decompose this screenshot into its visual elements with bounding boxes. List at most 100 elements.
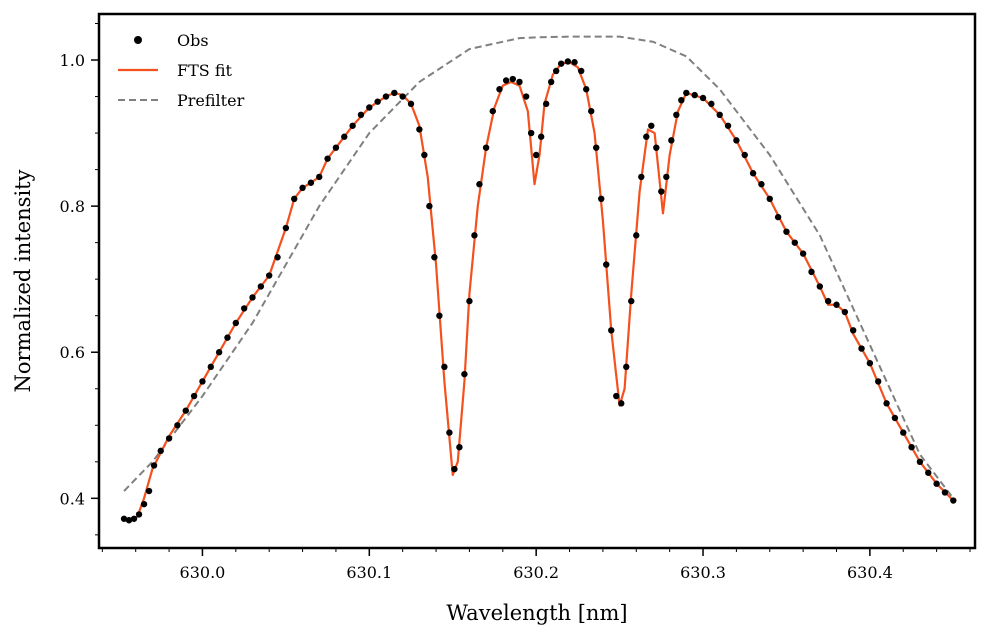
x-axis-label: Wavelength [nm] bbox=[446, 601, 627, 625]
obs-point bbox=[441, 363, 448, 371]
obs-point bbox=[265, 272, 273, 279]
obs-point bbox=[207, 363, 214, 371]
obs-point bbox=[783, 228, 790, 235]
obs-point bbox=[357, 111, 365, 119]
obs-point bbox=[583, 86, 590, 93]
obs-point bbox=[324, 155, 331, 162]
obs-point bbox=[299, 184, 306, 192]
obs-point bbox=[653, 144, 660, 151]
y-tick-label: 0.8 bbox=[60, 197, 85, 216]
obs-point bbox=[476, 181, 483, 188]
y-tick-label: 0.4 bbox=[60, 489, 85, 508]
obs-point bbox=[816, 283, 824, 290]
obs-point bbox=[391, 89, 398, 97]
obs-point bbox=[578, 67, 585, 75]
obs-point bbox=[509, 75, 517, 83]
obs-point bbox=[190, 392, 198, 400]
obs-point bbox=[257, 283, 265, 290]
obs-point bbox=[925, 469, 932, 476]
obs-point bbox=[332, 144, 340, 151]
obs-point bbox=[858, 345, 865, 352]
obs-point bbox=[673, 111, 680, 119]
obs-point bbox=[482, 144, 490, 151]
obs-point bbox=[791, 239, 798, 246]
series-layer bbox=[120, 35, 957, 524]
obs-point bbox=[643, 133, 650, 140]
obs-point bbox=[564, 58, 572, 65]
obs-point bbox=[588, 107, 595, 115]
obs-point bbox=[668, 137, 675, 144]
obs-point bbox=[366, 104, 373, 111]
obs-point bbox=[699, 94, 707, 102]
obs-point bbox=[461, 370, 468, 378]
obs-point bbox=[249, 294, 256, 301]
obs-point bbox=[341, 133, 348, 140]
obs-point bbox=[542, 100, 550, 108]
obs-point bbox=[733, 137, 740, 144]
obs-point bbox=[199, 378, 206, 385]
obs-point bbox=[451, 465, 458, 473]
obs-point bbox=[240, 305, 248, 312]
obs-point bbox=[648, 122, 655, 129]
obs-point bbox=[374, 98, 381, 105]
obs-point bbox=[866, 359, 874, 367]
obs-point bbox=[489, 107, 496, 115]
obs-point bbox=[808, 268, 815, 276]
obs-point bbox=[571, 59, 578, 66]
obs-point bbox=[613, 392, 620, 400]
legend-obs-label: Obs bbox=[177, 31, 209, 50]
x-tick-label: 630.2 bbox=[513, 563, 559, 582]
obs-point bbox=[623, 363, 630, 371]
obs-point bbox=[941, 489, 949, 496]
obs-point bbox=[140, 500, 148, 508]
obs-point bbox=[708, 100, 715, 108]
obs-point bbox=[316, 173, 323, 181]
obs-point bbox=[916, 458, 924, 466]
obs-point bbox=[593, 144, 600, 151]
y-tick-label: 0.6 bbox=[60, 343, 85, 362]
obs-point bbox=[466, 297, 473, 305]
obs-point bbox=[724, 122, 732, 129]
obs-point bbox=[120, 515, 128, 522]
obs-point bbox=[658, 188, 665, 195]
obs-point bbox=[502, 77, 510, 84]
legend-prefilter-label: Prefilter bbox=[177, 91, 245, 110]
prefilter-line bbox=[123, 35, 955, 499]
obs-point bbox=[716, 111, 723, 119]
obs-point bbox=[766, 195, 773, 203]
obs-point bbox=[608, 327, 615, 334]
obs-point bbox=[900, 429, 907, 436]
obs-point bbox=[663, 173, 670, 181]
obs-point bbox=[758, 181, 765, 188]
obs-point bbox=[471, 232, 478, 239]
obs-point bbox=[638, 173, 645, 181]
legend: Obs FTS fit Prefilter bbox=[118, 31, 245, 110]
obs-point bbox=[496, 86, 503, 93]
x-tick-label: 630.4 bbox=[847, 563, 893, 582]
obs-point bbox=[891, 414, 899, 422]
obs-point bbox=[633, 232, 640, 239]
obs-point bbox=[291, 195, 298, 203]
obs-point bbox=[307, 179, 315, 186]
obs-point bbox=[841, 308, 849, 316]
obs-point bbox=[875, 378, 882, 385]
obs-point bbox=[274, 254, 281, 261]
obs-point bbox=[749, 170, 757, 177]
legend-obs-marker bbox=[134, 36, 142, 44]
obs-point bbox=[598, 195, 605, 203]
obs-point bbox=[456, 443, 463, 451]
obs-point bbox=[436, 312, 443, 319]
obs-point bbox=[174, 422, 181, 429]
x-tick-label: 630.0 bbox=[180, 563, 226, 582]
obs-point bbox=[522, 93, 530, 100]
ticks bbox=[91, 22, 971, 556]
obs-point bbox=[165, 435, 173, 442]
obs-point bbox=[282, 224, 290, 232]
y-tick-label: 1.0 bbox=[60, 51, 85, 70]
obs-point bbox=[527, 129, 535, 137]
obs-point bbox=[349, 122, 356, 129]
obs-point bbox=[215, 349, 223, 356]
obs-point bbox=[950, 497, 957, 504]
obs-point bbox=[145, 487, 153, 495]
obs-point bbox=[399, 93, 406, 100]
